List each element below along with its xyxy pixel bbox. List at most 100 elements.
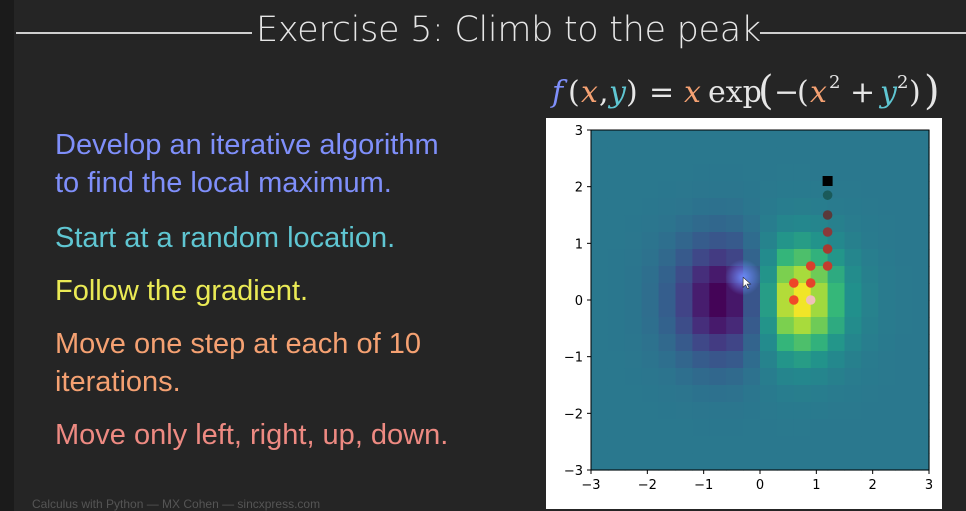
heatmap-cell bbox=[895, 402, 913, 420]
heatmap-cell bbox=[624, 181, 643, 199]
heatmap-cell bbox=[591, 198, 609, 216]
heatmap-cell bbox=[591, 453, 609, 471]
heatmap-cell bbox=[895, 249, 913, 267]
heatmap-cell bbox=[827, 402, 846, 420]
heatmap-cell bbox=[844, 198, 862, 216]
heatmap-cell bbox=[607, 351, 626, 369]
heatmap-cell bbox=[675, 300, 693, 318]
heatmap-cell bbox=[861, 419, 879, 437]
heatmap-cell bbox=[878, 232, 896, 250]
heatmap-cell bbox=[793, 181, 812, 199]
heatmap-cell bbox=[793, 215, 812, 233]
title-rule-left bbox=[16, 32, 252, 34]
heatmap-cell bbox=[692, 147, 710, 165]
y-tick-label: −2 bbox=[564, 407, 583, 422]
heatmap-cell bbox=[641, 419, 660, 437]
heatmap-cell bbox=[861, 181, 879, 199]
heatmap-cell bbox=[624, 453, 643, 471]
heatmap-cell bbox=[912, 351, 930, 369]
formula-comma: , bbox=[599, 75, 609, 110]
heatmap-cell bbox=[624, 164, 643, 182]
heatmap-cell bbox=[607, 181, 626, 199]
heatmap-cell bbox=[709, 419, 727, 437]
heatmap-cell bbox=[776, 147, 795, 165]
path-point bbox=[822, 261, 833, 271]
heatmap-cell bbox=[827, 249, 846, 267]
left-edge bbox=[0, 0, 14, 511]
heatmap-cell bbox=[912, 249, 930, 267]
heatmap-cell bbox=[624, 266, 643, 284]
heatmap-cell bbox=[624, 436, 643, 454]
heatmap-cell bbox=[793, 402, 812, 420]
heatmap-cell bbox=[760, 249, 778, 267]
heatmap-cell bbox=[658, 147, 677, 165]
heatmap-cell bbox=[726, 232, 744, 250]
heatmap-cell bbox=[726, 385, 744, 403]
heatmap-cell bbox=[878, 351, 896, 369]
heatmap-cell bbox=[692, 402, 710, 420]
heatmap-cell bbox=[793, 164, 812, 182]
heatmap-cell bbox=[895, 198, 913, 216]
heatmap-cell bbox=[776, 402, 795, 420]
heatmap-cell bbox=[844, 402, 862, 420]
heatmap-cell bbox=[624, 368, 643, 386]
formula-y2: y bbox=[878, 75, 898, 110]
heatmap-cell bbox=[607, 283, 626, 301]
bullet-follow: Follow the gradient. bbox=[55, 275, 309, 307]
heatmap-cell bbox=[641, 130, 660, 148]
heatmap-cell bbox=[810, 436, 829, 454]
heatmap-cell bbox=[776, 334, 795, 352]
heatmap-cell bbox=[844, 130, 862, 148]
heatmap-cell bbox=[658, 317, 677, 335]
heatmap-cell bbox=[726, 368, 744, 386]
heatmap-cell bbox=[895, 130, 913, 148]
heatmap-cell bbox=[692, 232, 710, 250]
heatmap-cell bbox=[726, 402, 744, 420]
heatmap-cell bbox=[793, 232, 812, 250]
heatmap-cell bbox=[675, 147, 693, 165]
heatmap-cell bbox=[760, 130, 778, 148]
heatmap-cell bbox=[810, 198, 829, 216]
heatmap-cell bbox=[912, 334, 930, 352]
heatmap-cell bbox=[912, 232, 930, 250]
heatmap-cell bbox=[827, 266, 846, 284]
heatmap-cell bbox=[709, 164, 727, 182]
y-tick-label: 1 bbox=[575, 237, 583, 252]
heatmap-cell bbox=[641, 368, 660, 386]
heatmap-cell bbox=[675, 385, 693, 403]
heatmap-cell bbox=[776, 164, 795, 182]
formula-x: x bbox=[581, 75, 598, 110]
heatmap-cell bbox=[776, 249, 795, 267]
heatmap-cell bbox=[641, 266, 660, 284]
heatmap-cell bbox=[607, 198, 626, 216]
heatmap-cell bbox=[692, 351, 710, 369]
heatmap-cell bbox=[726, 453, 744, 471]
heatmap-cell bbox=[692, 130, 710, 148]
heatmap-cell bbox=[912, 181, 930, 199]
heatmap-cell bbox=[861, 232, 879, 250]
function-formula: f ( x , y ) = x exp ( − ( x 2 + y 2 ) ) bbox=[550, 68, 940, 114]
heatmap-cell bbox=[760, 300, 778, 318]
heatmap-cell bbox=[878, 436, 896, 454]
heatmap-cell bbox=[692, 283, 710, 301]
path-point bbox=[805, 278, 816, 288]
heatmap-cell bbox=[827, 368, 846, 386]
heatmap-cell bbox=[878, 283, 896, 301]
heatmap-cell bbox=[776, 232, 795, 250]
heatmap-cell bbox=[743, 351, 761, 369]
y-tick-label: 2 bbox=[575, 181, 583, 196]
heatmap-cell bbox=[861, 385, 879, 403]
formula-inner-open: ( bbox=[797, 75, 809, 110]
heatmap-cell bbox=[591, 181, 609, 199]
heatmap-cell bbox=[827, 436, 846, 454]
heatmap-cell bbox=[591, 368, 609, 386]
formula-big-close: ) bbox=[924, 68, 940, 114]
heatmap-cell bbox=[709, 130, 727, 148]
heatmap-cell bbox=[692, 198, 710, 216]
heatmap-cell bbox=[641, 453, 660, 471]
heatmap-cell bbox=[861, 249, 879, 267]
heatmap-cell bbox=[861, 266, 879, 284]
heatmap-cell bbox=[912, 385, 930, 403]
heatmap-cell bbox=[624, 317, 643, 335]
heatmap-cell bbox=[793, 453, 812, 471]
